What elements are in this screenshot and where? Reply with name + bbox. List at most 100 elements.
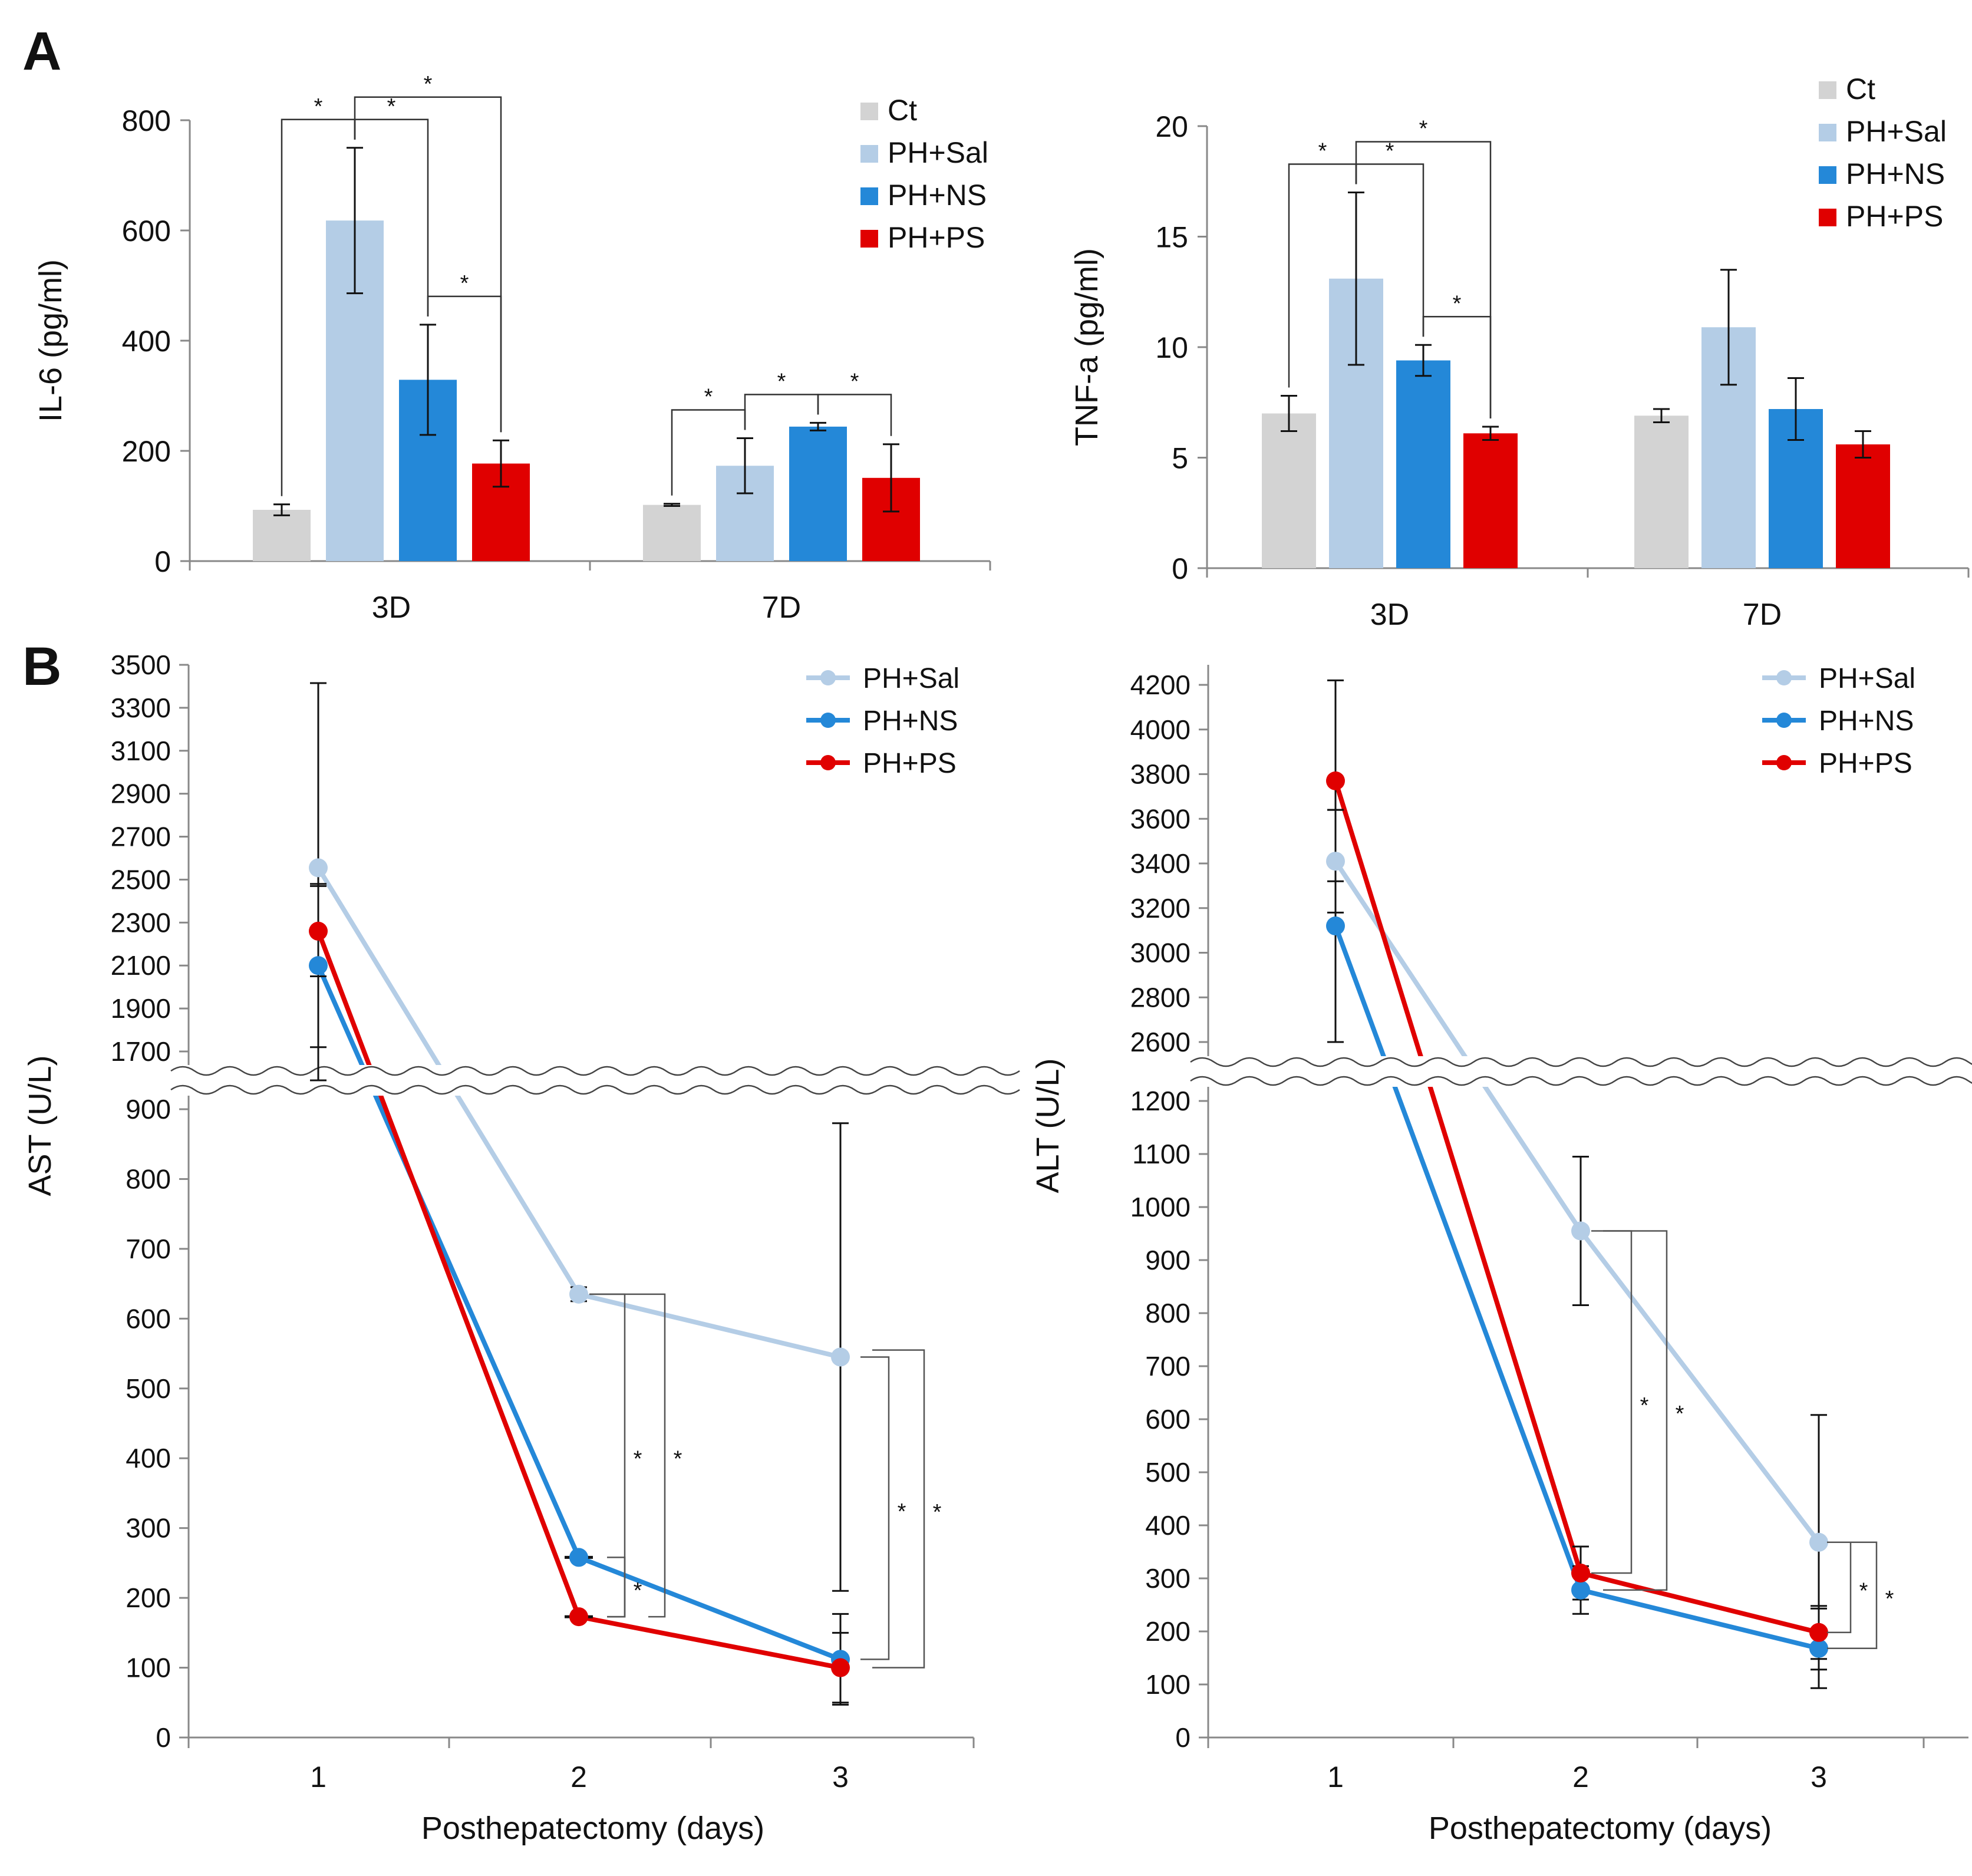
ast-y-tick-label: 500 — [126, 1373, 171, 1404]
alt-data-point — [1571, 1580, 1590, 1600]
ast-y-tick-label: 2900 — [111, 779, 171, 809]
tnfa-significance-bracket-label: * — [1318, 139, 1327, 164]
alt-axis-break-band — [1191, 1056, 1972, 1087]
il6-significance-bracket-label: * — [424, 72, 433, 97]
ast-y-tick-label: 3100 — [111, 736, 171, 766]
tnfa-legend-swatch — [1819, 166, 1836, 184]
alt-y-tick-label: 1200 — [1130, 1086, 1191, 1116]
alt-y-tick-label: 3200 — [1130, 893, 1191, 924]
tnfa-significance-bracket-label: * — [1386, 139, 1394, 164]
ast-y-tick-label: 300 — [126, 1513, 171, 1544]
il6-significance-bracket — [744, 394, 819, 430]
alt-y-tick-label: 3800 — [1130, 759, 1191, 790]
ast-y-tick-label: 2100 — [111, 950, 171, 981]
tnfa-bar-chart: 0 5 10 15 20 TNF-a (pg/ml) 3D 7D * * * * Ct PH+Sal PH+… — [1069, 72, 1970, 632]
il6-significance-bracket-label: * — [387, 94, 396, 119]
alt-x-axis-title: Posthepatectomy (days) — [1429, 1811, 1772, 1846]
alt-axis-break-wave — [1190, 1057, 1972, 1067]
il6-legend-swatch — [860, 187, 878, 205]
tnfa-x-tick-label: 3D — [1370, 598, 1409, 632]
il6-legend-label: PH+Sal — [888, 136, 988, 169]
alt-significance-bracket-label: * — [1640, 1393, 1649, 1418]
ast-significance-bracket-label: * — [898, 1499, 906, 1524]
il6-significance-bracket-label: * — [777, 369, 786, 394]
ast-axis-break-wave — [170, 1084, 1020, 1095]
alt-y-tick-label: 3400 — [1130, 848, 1191, 879]
tnfa-significance-bracket-label: * — [1419, 117, 1428, 141]
tnfa-legend-label: PH+Sal — [1846, 115, 1947, 148]
ast-legend-marker — [820, 755, 836, 770]
alt-significance-bracket-label: * — [1676, 1402, 1684, 1426]
ast-data-point — [309, 921, 328, 941]
tnfa-bar — [1836, 444, 1890, 568]
il6-legend-label: Ct — [888, 94, 917, 127]
ast-y-tick-label: 1900 — [111, 993, 171, 1024]
ast-axis-break-wave — [170, 1066, 1020, 1076]
tnfa-legend-label: PH+PS — [1846, 200, 1943, 233]
alt-y-tick-label: 4200 — [1130, 670, 1191, 700]
alt-data-point — [1571, 1221, 1590, 1241]
panel-label-b: B — [22, 637, 61, 697]
il6-x-tick-label: 3D — [372, 591, 411, 625]
alt-y-tick-label: 400 — [1145, 1510, 1191, 1541]
alt-significance-bracket — [1827, 1541, 1852, 1634]
alt-y-tick-label: 100 — [1145, 1669, 1191, 1700]
il6-bar — [253, 510, 311, 561]
tnfa-y-tick-label: 0 — [1172, 552, 1188, 585]
alt-significance-bracket — [1591, 1230, 1633, 1574]
ast-legend-marker — [820, 670, 836, 685]
ast-significance-bracket-label: * — [634, 1578, 642, 1603]
ast-data-point — [831, 1347, 850, 1367]
alt-line-chart: 0 100 200 300 400 500 600 700 800 900 1000 1100 1200… — [1030, 663, 1972, 1846]
tnfa-significance-bracket — [1422, 316, 1492, 418]
alt-y-tick-label: 3600 — [1130, 803, 1191, 834]
tnfa-bar — [1262, 413, 1316, 568]
ast-y-tick-label: 600 — [126, 1303, 171, 1334]
alt-y-tick-label: 900 — [1145, 1245, 1191, 1275]
ast-y-tick-label: 400 — [126, 1443, 171, 1473]
alt-data-point — [1326, 771, 1345, 790]
il6-x-tick-label: 7D — [762, 591, 801, 625]
alt-y-tick-label: 0 — [1175, 1722, 1191, 1753]
ast-y-tick-label: 900 — [126, 1094, 171, 1125]
tnfa-significance-bracket-label: * — [1453, 291, 1462, 316]
alt-legend-label: PH+PS — [1819, 748, 1912, 779]
ast-data-point — [569, 1607, 588, 1627]
ast-legend-label: PH+NS — [863, 705, 958, 737]
tnfa-legend-swatch — [1819, 124, 1836, 141]
alt-x-tick-label: 1 — [1327, 1760, 1344, 1793]
alt-y-tick-label: 2600 — [1130, 1027, 1191, 1057]
alt-x-tick-label: 3 — [1811, 1760, 1827, 1793]
tnfa-bar — [1463, 433, 1518, 568]
tnfa-legend-swatch — [1819, 209, 1836, 226]
panel-label-a: A — [22, 21, 61, 81]
ast-x-tick-label: 1 — [310, 1760, 327, 1793]
tnfa-bar — [1634, 416, 1689, 568]
alt-y-tick-label: 2800 — [1130, 982, 1191, 1013]
il6-significance-bracket-label: * — [704, 384, 713, 409]
tnfa-y-axis-title: TNF-a (pg/ml) — [1069, 248, 1104, 446]
ast-y-tick-label: 3300 — [111, 693, 171, 723]
il6-bar — [643, 505, 701, 561]
ast-x-axis-title: Posthepatectomy (days) — [421, 1811, 764, 1846]
ast-y-tick-label: 1700 — [111, 1036, 171, 1067]
alt-x-tick-label: 2 — [1572, 1760, 1589, 1793]
alt-y-tick-label: 4000 — [1130, 714, 1191, 745]
alt-data-point — [1809, 1532, 1828, 1552]
il6-y-tick-label: 600 — [122, 215, 171, 248]
tnfa-legend-label: PH+NS — [1846, 157, 1945, 190]
ast-series-line — [316, 866, 841, 1360]
alt-y-tick-label: 3000 — [1130, 938, 1191, 968]
ast-data-point — [569, 1548, 588, 1567]
alt-series-line — [1333, 780, 1819, 1635]
alt-y-tick-label: 1100 — [1132, 1139, 1191, 1169]
alt-data-point — [1326, 916, 1345, 936]
il6-y-tick-label: 200 — [122, 435, 171, 468]
alt-significance-bracket-label: * — [1885, 1587, 1894, 1611]
il6-legend-label: PH+NS — [888, 179, 987, 212]
il6-legend-label: PH+PS — [888, 221, 985, 254]
ast-significance-bracket — [860, 1356, 890, 1660]
alt-y-tick-label: 600 — [1145, 1404, 1191, 1435]
alt-significance-bracket — [1827, 1541, 1878, 1650]
